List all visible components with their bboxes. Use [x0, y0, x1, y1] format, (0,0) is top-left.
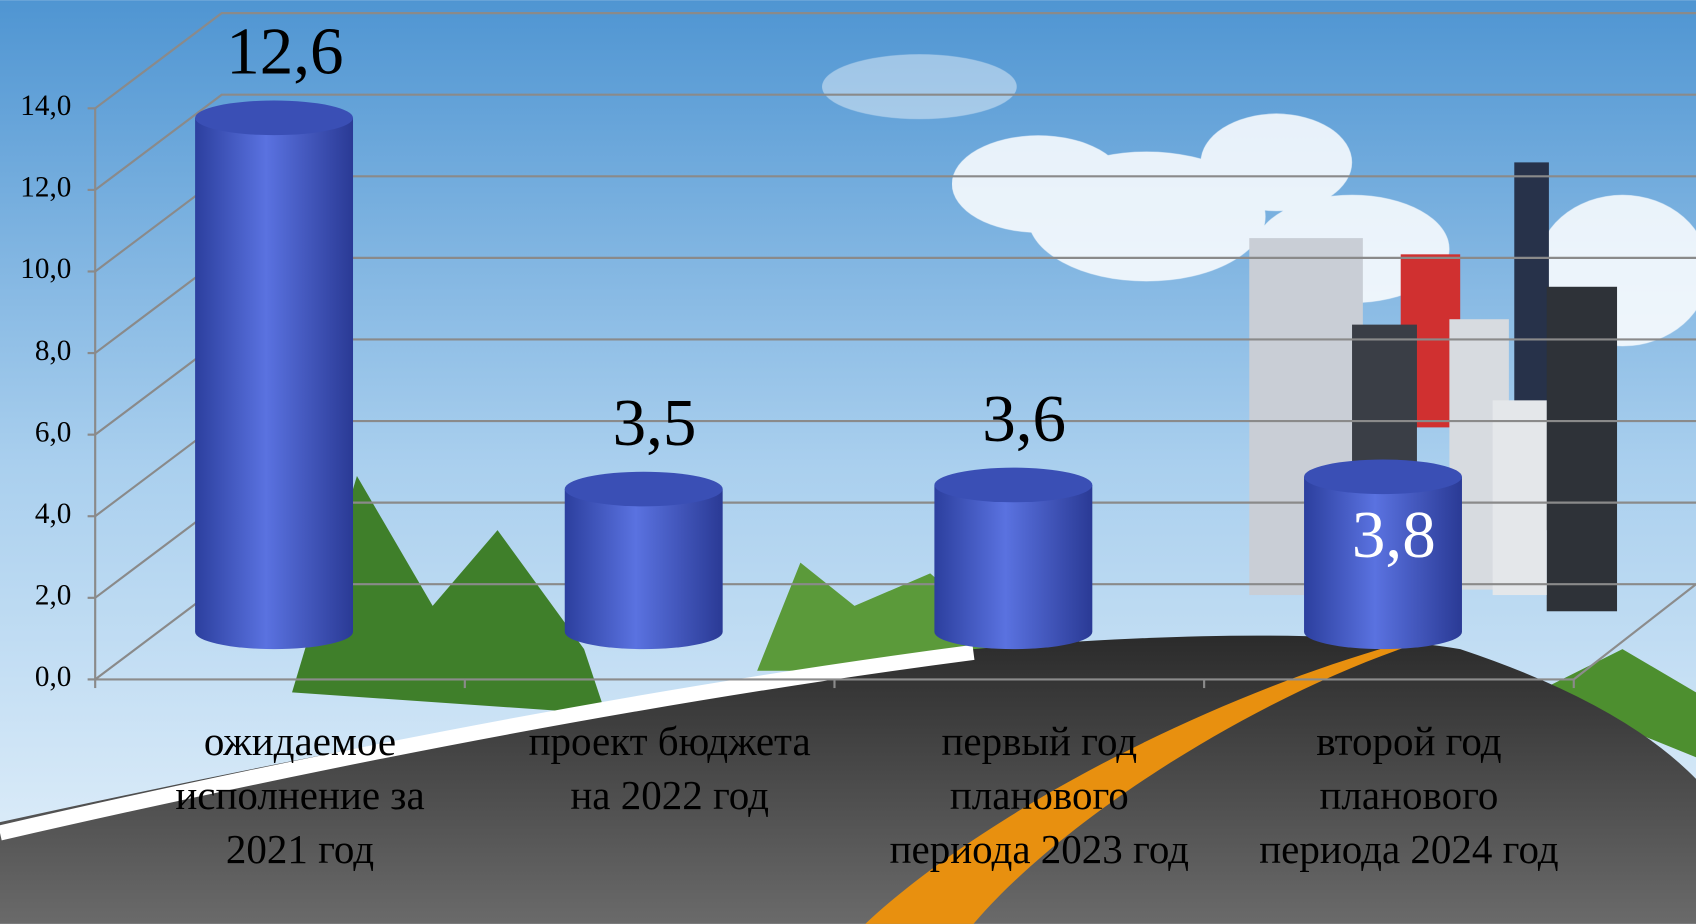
bar [564, 489, 723, 650]
y-tick-label: 14,0 [20, 90, 71, 122]
bar [1304, 476, 1462, 650]
y-tick-label: 2,0 [35, 580, 71, 612]
bar [195, 117, 354, 650]
y-tick-label: 6,0 [35, 416, 71, 448]
value-label: 3,8 [1352, 497, 1436, 572]
x-tick-label: первый год планового периода 2023 год [889, 717, 1190, 872]
x-tick-label: ожидаемое исполнение за 2021 год [175, 717, 425, 872]
bar-top [1304, 459, 1462, 495]
y-tick-label: 8,0 [35, 335, 71, 367]
y-tick-label: 4,0 [35, 498, 71, 530]
y-tick-label: 12,0 [20, 172, 71, 204]
value-label: 12,6 [226, 14, 343, 89]
bar-top [564, 471, 723, 507]
x-tick-label: второй год планового периода 2024 год [1259, 717, 1559, 872]
plot: 0,0 2,0 4,0 6,0 8,0 10,0 12,0 14,0 12,6 3,5 3,6 3,8 [20, 12, 1696, 693]
bar [934, 484, 1093, 650]
bar-top [934, 467, 1093, 503]
y-tick-label: 10,0 [20, 253, 71, 285]
grid-line [94, 93, 1696, 191]
grid-line [94, 12, 1696, 110]
y-tick-label: 0,0 [35, 661, 71, 693]
x-tick-label: проект бюджета на 2022 год [528, 717, 811, 818]
bar-top [195, 100, 354, 136]
value-label: 3,6 [982, 381, 1066, 456]
value-label: 3,5 [613, 385, 697, 460]
